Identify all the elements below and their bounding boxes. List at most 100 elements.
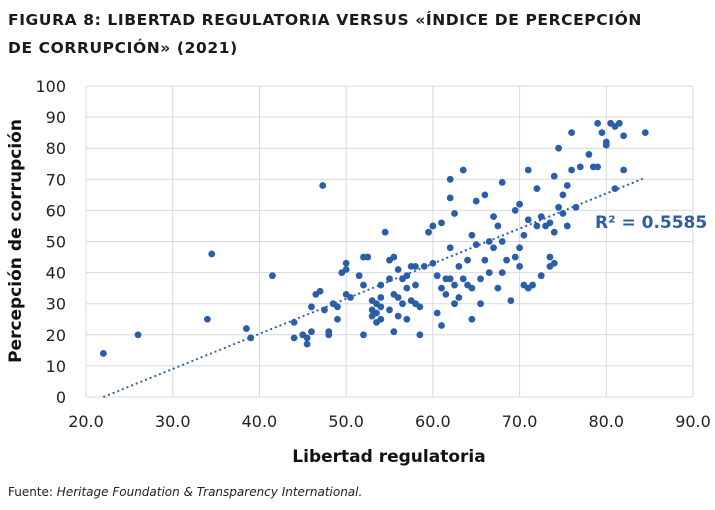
data-point	[394, 266, 402, 273]
data-point	[516, 200, 523, 208]
y-tick-label: 70	[46, 170, 66, 189]
data-point	[390, 328, 398, 336]
data-point	[308, 303, 315, 311]
y-tick-label: 30	[46, 295, 66, 314]
data-point	[503, 256, 510, 264]
data-point	[377, 303, 385, 311]
data-point	[394, 312, 402, 320]
data-point	[446, 275, 454, 283]
data-point	[520, 231, 528, 239]
data-point	[360, 281, 367, 289]
data-point	[468, 284, 476, 292]
data-point	[563, 222, 571, 230]
data-point	[134, 331, 142, 339]
data-point	[537, 213, 545, 221]
data-point	[425, 228, 432, 236]
data-point	[204, 315, 211, 323]
data-point	[563, 182, 571, 189]
figure-title-line-2: DE CORRUPCIÓN» (2021)	[8, 39, 238, 57]
data-point	[381, 228, 389, 236]
data-point	[572, 203, 580, 211]
data-point	[481, 256, 489, 264]
data-point	[550, 172, 558, 180]
data-point	[303, 334, 311, 342]
data-point	[325, 331, 333, 339]
data-point	[451, 281, 458, 289]
x-tick-label: 60.0	[415, 412, 451, 431]
data-point	[516, 244, 523, 252]
data-point	[442, 290, 450, 298]
data-point	[364, 253, 372, 261]
x-tick-label: 40.0	[242, 412, 278, 431]
data-point	[585, 151, 593, 158]
y-tick-label: 50	[46, 233, 66, 252]
data-point	[594, 119, 602, 127]
data-point	[472, 197, 480, 205]
data-point	[524, 166, 532, 174]
y-tick-label: 60	[46, 201, 66, 220]
y-tick-label: 90	[46, 108, 66, 127]
x-tick-label: 70.0	[502, 412, 538, 431]
data-point	[620, 166, 628, 174]
data-point	[347, 294, 354, 301]
data-point	[455, 262, 463, 270]
data-point	[555, 203, 562, 211]
data-point	[446, 194, 454, 202]
data-point	[360, 331, 367, 339]
data-points	[99, 119, 649, 357]
data-point	[490, 244, 497, 252]
data-point	[533, 185, 541, 193]
y-axis-ticks: 0 10 20 30 40 50 60 70 80 90 100	[35, 77, 66, 407]
data-point	[342, 259, 350, 267]
data-point	[511, 207, 519, 214]
data-point	[290, 318, 298, 326]
data-point	[247, 334, 255, 342]
data-point	[615, 119, 623, 127]
data-point	[446, 244, 454, 252]
data-point	[507, 297, 515, 304]
data-point	[559, 210, 567, 217]
data-point	[377, 281, 385, 289]
data-point	[472, 241, 480, 249]
data-point	[611, 185, 619, 193]
data-point	[416, 331, 424, 339]
data-point	[455, 294, 463, 301]
data-point	[269, 272, 276, 280]
data-point	[390, 253, 398, 261]
x-tick-label: 30.0	[155, 412, 191, 431]
data-point	[438, 284, 445, 292]
source-note: Fuente: Heritage Foundation & Transparen…	[8, 485, 362, 499]
y-tick-label: 100	[35, 77, 66, 96]
data-point	[403, 315, 411, 323]
data-point	[494, 284, 502, 292]
data-point	[555, 144, 562, 152]
data-point	[559, 191, 567, 199]
y-tick-label: 20	[46, 326, 66, 345]
data-point	[342, 266, 350, 273]
data-point	[468, 315, 476, 323]
data-point	[446, 175, 454, 183]
data-point	[403, 272, 411, 280]
data-point	[303, 340, 311, 348]
data-point	[533, 222, 541, 230]
data-point	[477, 300, 484, 308]
x-tick-label: 80.0	[588, 412, 624, 431]
data-point	[321, 306, 328, 314]
data-point	[568, 129, 575, 137]
data-point	[576, 163, 584, 171]
data-point	[620, 132, 628, 140]
data-point	[464, 256, 471, 264]
data-point	[438, 219, 445, 227]
data-point	[416, 303, 424, 311]
x-axis-label: Libertad regulatoria	[292, 447, 485, 467]
data-point	[550, 228, 558, 236]
data-point	[641, 129, 649, 137]
data-point	[550, 259, 558, 267]
data-point	[429, 222, 437, 230]
grid-lines	[85, 85, 694, 398]
data-point	[334, 303, 341, 311]
data-point	[308, 328, 315, 336]
data-point	[399, 300, 406, 308]
data-point	[420, 262, 428, 270]
data-point	[498, 269, 506, 276]
